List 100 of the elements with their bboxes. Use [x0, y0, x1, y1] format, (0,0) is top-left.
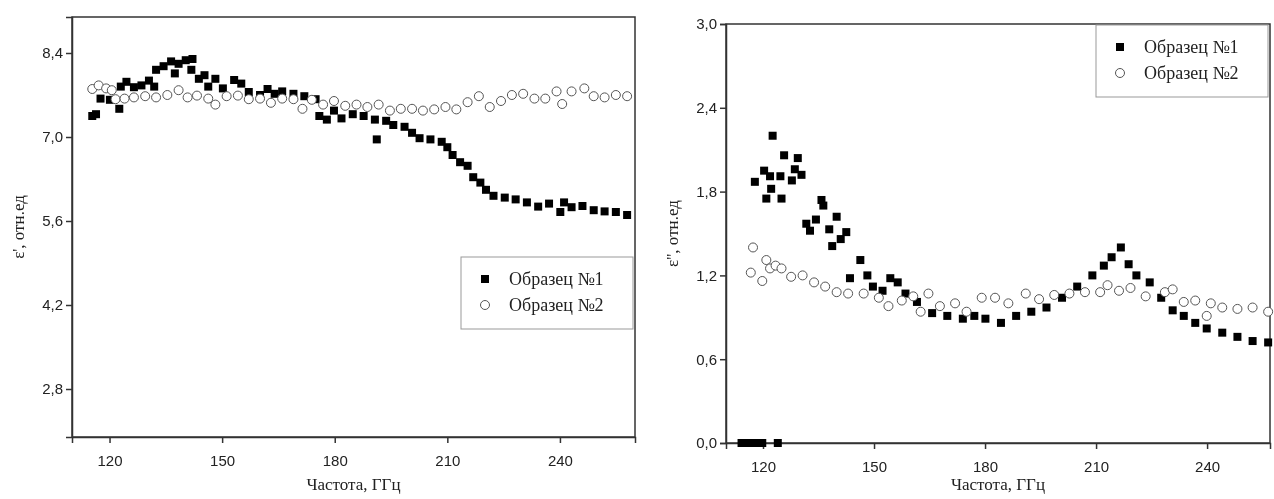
point: [757, 275, 768, 286]
point: [961, 306, 972, 317]
point: [203, 93, 214, 104]
point: [162, 90, 173, 100]
point: [351, 99, 362, 110]
x-tick-label: 120: [750, 457, 777, 475]
point: [340, 100, 351, 111]
x-axis-title: Частота, ГГц: [950, 475, 1046, 494]
point: [384, 105, 395, 116]
point: [151, 92, 162, 103]
point: [110, 94, 121, 105]
point: [232, 90, 243, 101]
x-tick-label: 150: [862, 457, 888, 475]
point: [484, 102, 495, 112]
x-tick-label: 180: [973, 457, 999, 475]
point: [506, 90, 517, 100]
y-tick-label: 7,0: [42, 128, 63, 146]
legend-label: Образец №1: [1144, 37, 1239, 57]
point: [451, 104, 462, 115]
point: [883, 301, 894, 312]
point: [429, 104, 440, 115]
point: [1064, 288, 1075, 299]
legend-label: Образец №2: [509, 295, 604, 315]
point: [1034, 294, 1045, 305]
point: [622, 91, 633, 102]
x-tick-label: 240: [1195, 457, 1221, 475]
y-tick-label: 3,0: [696, 15, 717, 33]
y-tick-label: 0,6: [696, 350, 717, 368]
point: [579, 83, 590, 94]
point: [243, 94, 254, 105]
point: [1102, 280, 1113, 291]
point: [820, 281, 831, 292]
point: [306, 94, 317, 105]
point: [140, 91, 151, 102]
point: [990, 292, 1001, 303]
point: [318, 99, 329, 110]
point: [106, 85, 117, 96]
point: [540, 93, 551, 104]
x-tick-label: 120: [97, 451, 123, 469]
point: [440, 102, 451, 112]
y-tick-label: 2,8: [42, 380, 63, 398]
point: [831, 287, 842, 298]
point: [1020, 288, 1031, 299]
point: [518, 88, 529, 99]
point: [128, 92, 139, 103]
point: [1263, 306, 1274, 317]
y-tick-label: 0,0: [696, 434, 717, 452]
point: [1190, 295, 1201, 306]
point: [362, 102, 373, 112]
point: [297, 103, 308, 114]
point: [786, 271, 797, 282]
point: [529, 93, 540, 104]
point: [1217, 302, 1228, 313]
point: [265, 97, 276, 108]
point: [473, 91, 484, 102]
point: [373, 99, 384, 110]
point: [858, 288, 869, 299]
point: [896, 295, 907, 306]
legend-label: Образец №1: [509, 269, 604, 289]
point: [923, 288, 934, 299]
point: [277, 93, 288, 104]
point: [119, 93, 130, 104]
point: [610, 90, 621, 100]
point: [173, 85, 184, 96]
point: [1003, 298, 1014, 309]
x-axis-title: Частота, ГГц: [306, 475, 401, 494]
x-tick-label: 150: [210, 451, 236, 469]
point: [809, 277, 820, 288]
point: [797, 270, 808, 281]
point: [776, 263, 787, 274]
point: [843, 288, 854, 299]
point: [1201, 310, 1212, 321]
legend-label: Образец №2: [1144, 63, 1239, 83]
point: [761, 255, 772, 266]
point: [328, 96, 339, 106]
point: [1079, 287, 1090, 298]
y-tick-label: 1,2: [696, 266, 717, 284]
point: [588, 91, 599, 102]
y-tick-label: 8,4: [42, 44, 63, 62]
point: [496, 96, 507, 106]
point: [1095, 287, 1106, 298]
x-tick-label: 240: [547, 451, 573, 469]
point: [1167, 284, 1178, 295]
point: [976, 292, 987, 303]
point: [221, 91, 232, 102]
point: [557, 99, 568, 109]
x-tick-label: 180: [322, 451, 348, 469]
point: [288, 94, 299, 105]
point: [599, 92, 610, 103]
point: [908, 291, 919, 302]
point: [1049, 289, 1060, 300]
y-axis-title: ε'', отн.ед: [663, 199, 682, 267]
point: [1178, 296, 1189, 307]
point: [255, 93, 266, 104]
point: [1247, 302, 1258, 313]
point: [873, 292, 884, 303]
point: [417, 105, 428, 116]
x-tick-label: 210: [435, 451, 461, 469]
point: [1205, 298, 1216, 309]
point: [551, 86, 562, 97]
